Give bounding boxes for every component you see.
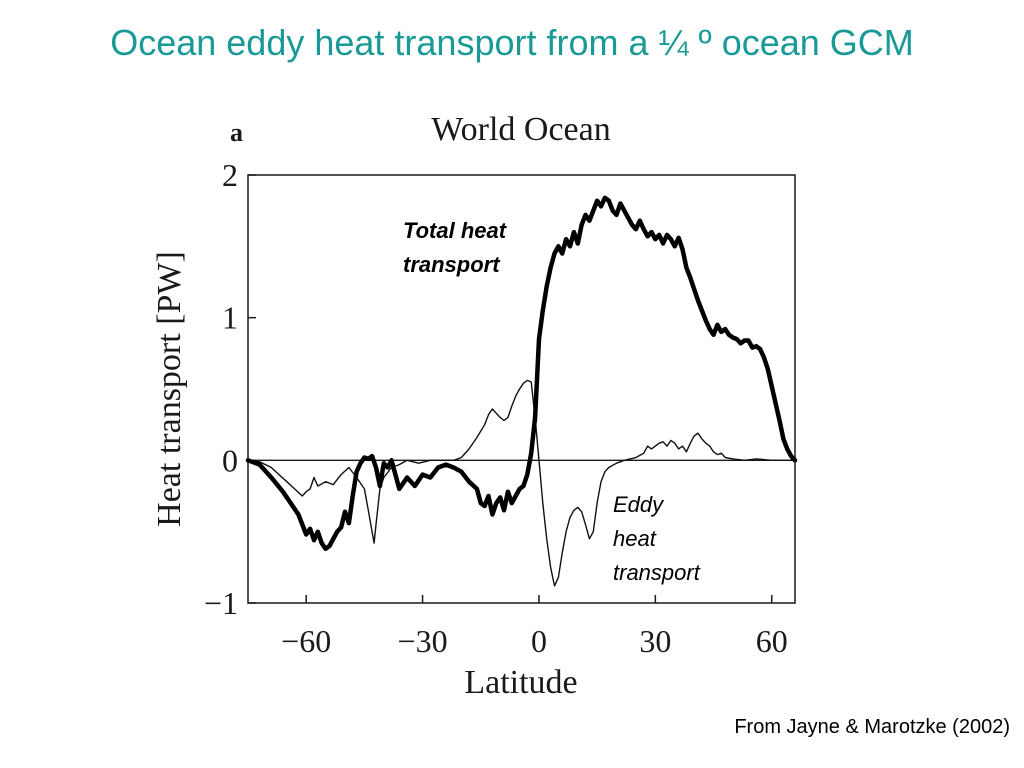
annotation-total-line-1: Total heat — [403, 218, 508, 243]
x-axis-label: Latitude — [464, 664, 577, 701]
y-tick-label: 2 — [222, 157, 238, 193]
chart-title: World Ocean — [431, 111, 610, 148]
y-tick-label: 0 — [222, 442, 238, 478]
x-ticks: −60 −30 0 30 60 — [281, 595, 788, 659]
y-tick-label: −1 — [204, 585, 238, 621]
y-axis-label: Heat transport [PW] — [151, 251, 188, 527]
annotation-eddy-line-2: heat — [613, 526, 657, 551]
annotation-eddy: Eddy heat transport — [613, 492, 701, 585]
panel-label: a — [230, 118, 243, 147]
x-tick-label: 60 — [756, 623, 788, 659]
x-tick-label: −60 — [281, 623, 331, 659]
annotation-eddy-line-1: Eddy — [613, 492, 665, 517]
y-tick-label: 1 — [222, 300, 238, 336]
plot-frame — [247, 174, 796, 604]
annotation-eddy-line-3: transport — [613, 560, 701, 585]
x-tick-label: −30 — [398, 623, 448, 659]
series-eddy-heat-transport — [247, 379, 795, 587]
x-tick-label: 30 — [639, 623, 671, 659]
series-total-heat-transport — [245, 195, 798, 552]
x-tick-label: 0 — [531, 623, 547, 659]
annotation-total-line-2: transport — [403, 252, 501, 277]
slide-title: Ocean eddy heat transport from a ¼ º oce… — [110, 22, 914, 63]
annotation-total: Total heat transport — [403, 218, 512, 277]
citation: From Jayne & Marotzke (2002) — [734, 716, 1010, 738]
